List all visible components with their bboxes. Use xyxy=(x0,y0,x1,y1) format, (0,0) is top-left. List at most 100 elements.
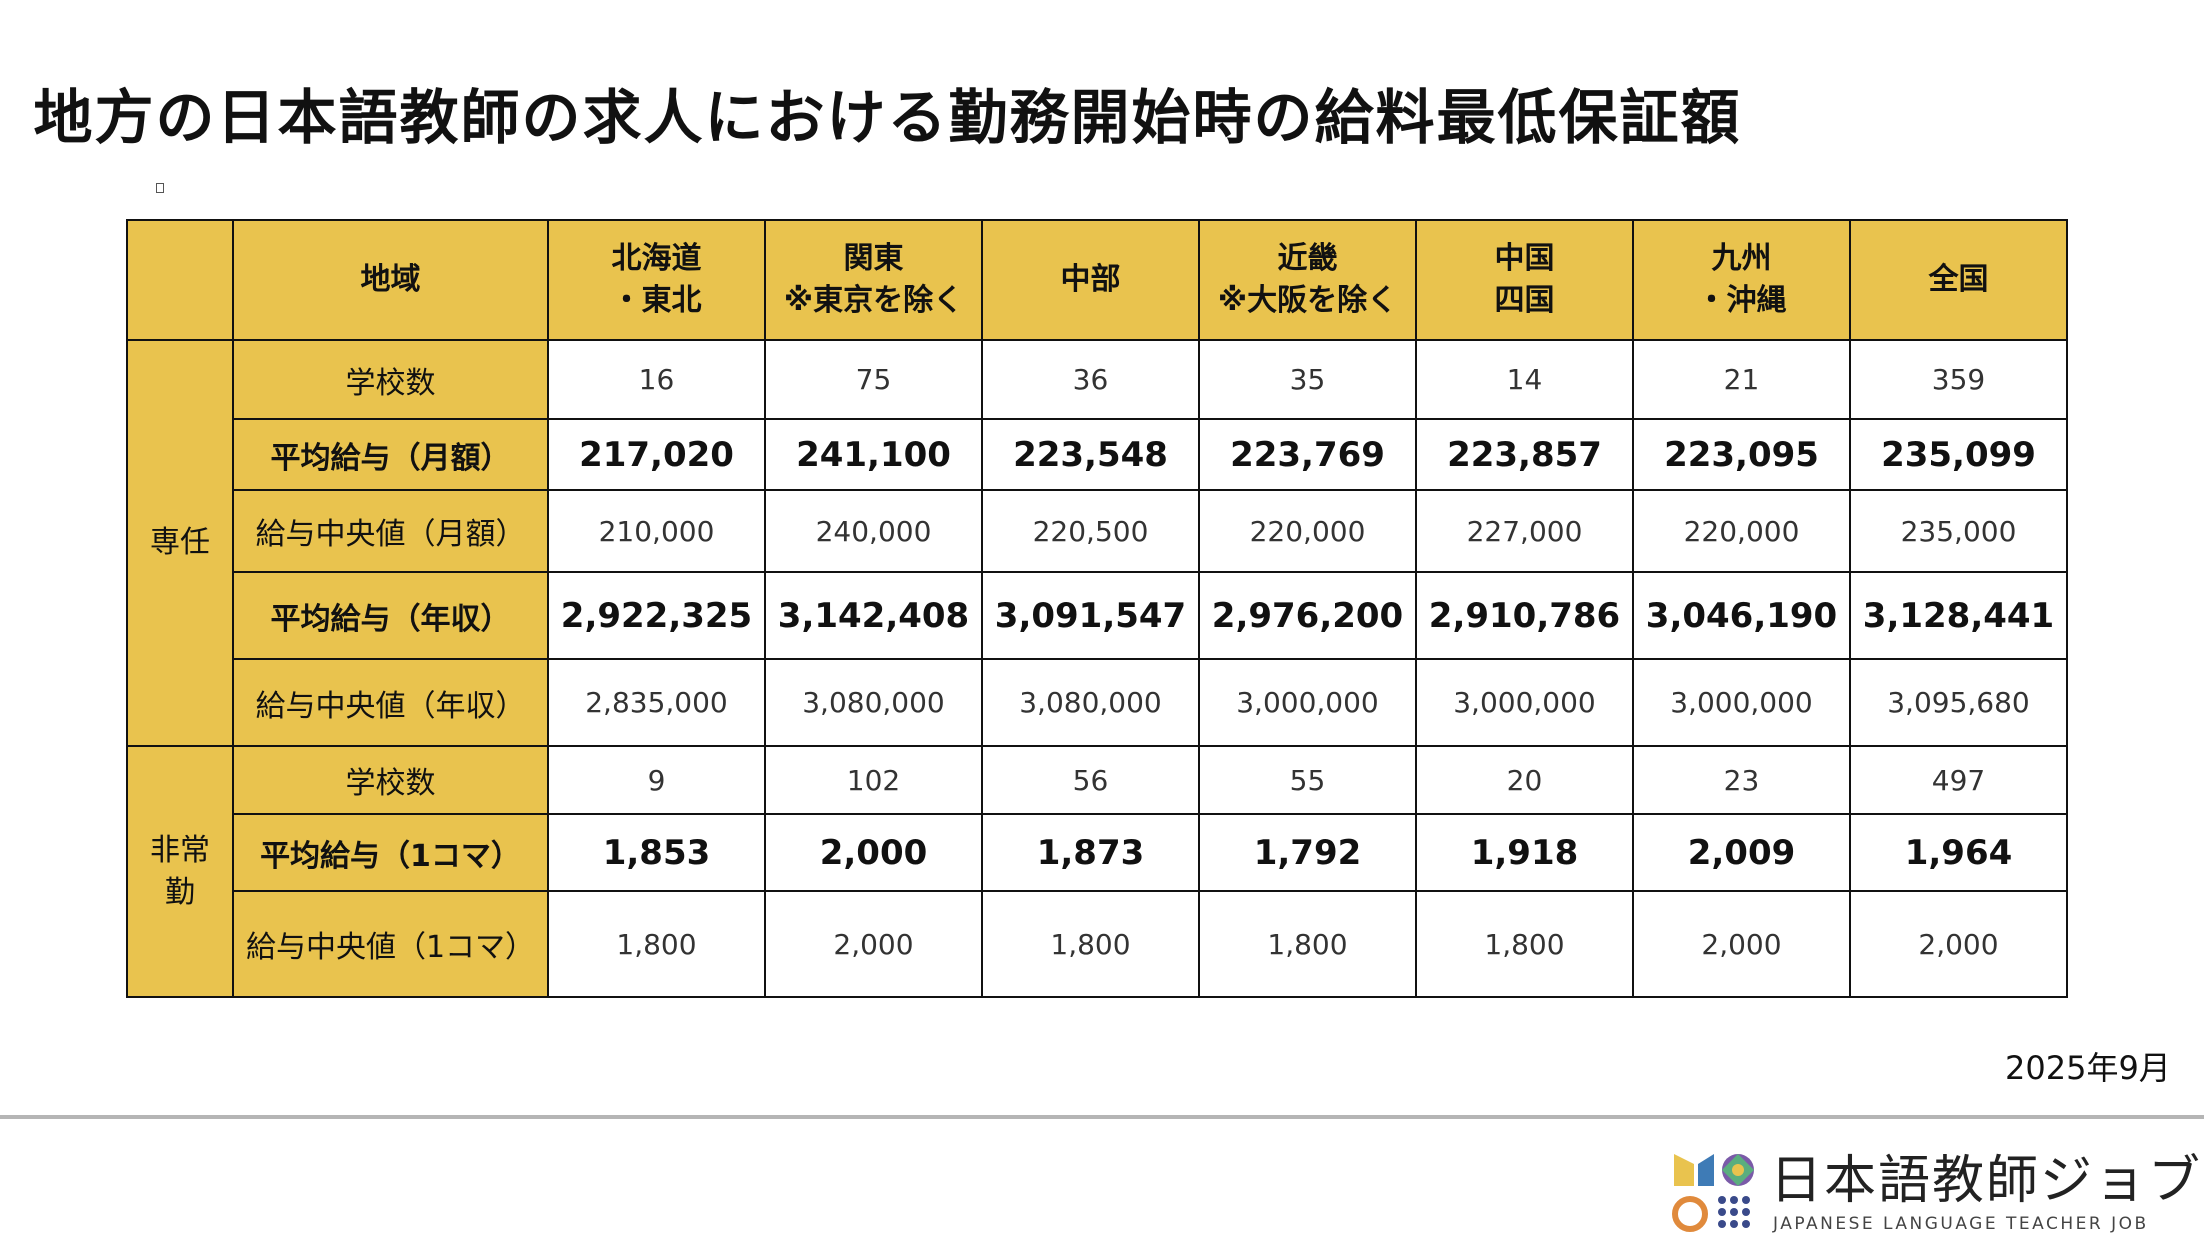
table-row: 給与中央値（1コマ） 1,800 2,000 1,800 1,800 1,800 2,000… xyxy=(127,890,2068,998)
row-label: 平均給与（年収） xyxy=(232,571,549,660)
value-cell: 36 xyxy=(981,339,1200,420)
column-header-line: 中国 xyxy=(1494,241,1555,276)
value-cell: 2,976,200 xyxy=(1198,571,1417,660)
table-row: 専任 学校数 16 75 36 35 14 21 359 xyxy=(126,339,2068,747)
value-cell: 240,000 xyxy=(764,489,983,573)
value-cell: 20 xyxy=(1415,745,1634,815)
table-row: 給与中央値（年収） 2,835,000 3,080,000 3,080,000 3,00… xyxy=(127,658,2068,747)
table-row: 平均給与（月額） 217,020 241,100 223,548 223,769 223,… xyxy=(127,418,2068,491)
value-cell: 2,000 xyxy=(764,813,983,892)
value-cell: 3,000,000 xyxy=(1415,658,1634,747)
value-cell: 235,000 xyxy=(1849,489,2068,573)
value-cell: 56 xyxy=(981,745,1200,815)
column-header: 全国 xyxy=(1849,219,2068,341)
column-header-line: 北海道 xyxy=(611,241,702,276)
value-cell: 9 xyxy=(547,745,766,815)
column-header: 九州 ・沖縄 xyxy=(1632,219,1851,341)
row-label: 平均給与（月額） xyxy=(232,418,549,491)
group-label: 非常勤 xyxy=(126,745,234,998)
column-header: 中部 xyxy=(981,219,1200,341)
date-label: 2025年9月 xyxy=(2005,1049,2171,1087)
value-cell: 1,800 xyxy=(1198,890,1417,998)
group-label-line: 専任 xyxy=(150,525,210,560)
value-cell: 3,128,441 xyxy=(1849,571,2068,660)
value-cell: 3,142,408 xyxy=(764,571,983,660)
value-cell: 2,922,325 xyxy=(547,571,766,660)
value-cell: 2,000 xyxy=(1632,890,1851,998)
group-label: 専任 xyxy=(126,339,234,747)
column-header-line: 近畿 xyxy=(1277,241,1338,276)
column-header: 中国 四国 xyxy=(1415,219,1634,341)
value-cell: 3,000,000 xyxy=(1632,658,1851,747)
group-label-line: 非常 xyxy=(150,832,210,868)
note-marker xyxy=(156,183,164,193)
column-header-line: ・沖縄 xyxy=(1696,283,1787,318)
column-header: 関東 ※東京を除く xyxy=(764,219,983,341)
corner-cell xyxy=(126,219,234,341)
value-cell: 223,548 xyxy=(981,418,1200,491)
column-header-line: 中部 xyxy=(1060,262,1121,297)
column-header-line: ・東北 xyxy=(611,283,702,318)
value-cell: 2,910,786 xyxy=(1415,571,1634,660)
row-label: 給与中央値（1コマ） xyxy=(232,890,549,998)
value-cell: 16 xyxy=(547,339,766,420)
value-cell: 75 xyxy=(764,339,983,420)
salary-table: 地域 北海道 ・東北 関東 ※東京を除く 中部 近畿 ※大阪を除く 中国 四国 九州 ・沖縄 全国 専任学… xyxy=(126,219,2068,998)
value-cell: 3,046,190 xyxy=(1632,571,1851,660)
row-label: 給与中央値（月額） xyxy=(232,489,549,573)
value-cell: 3,080,000 xyxy=(764,658,983,747)
value-cell: 227,000 xyxy=(1415,489,1634,573)
value-cell: 1,964 xyxy=(1849,813,2068,892)
value-cell: 21 xyxy=(1632,339,1851,420)
value-cell: 35 xyxy=(1198,339,1417,420)
value-cell: 1,853 xyxy=(547,813,766,892)
row-label: 学校数 xyxy=(232,745,549,815)
value-cell: 2,000 xyxy=(1849,890,2068,998)
column-header-line: 全国 xyxy=(1928,262,1989,297)
table-row: 給与中央値（月額） 210,000 240,000 220,500 220,000 227… xyxy=(127,489,2068,573)
value-cell: 2,000 xyxy=(764,890,983,998)
table-row: 非常勤学校数 9 102 56 55 20 23 497 xyxy=(126,745,2068,998)
value-cell: 1,873 xyxy=(981,813,1200,892)
value-cell: 1,800 xyxy=(981,890,1200,998)
value-cell: 2,009 xyxy=(1632,813,1851,892)
column-header-line: 四国 xyxy=(1494,283,1555,318)
value-cell: 359 xyxy=(1849,339,2068,420)
value-cell: 1,792 xyxy=(1198,813,1417,892)
column-header-line: ※大阪を除く xyxy=(1217,283,1398,318)
value-cell: 220,500 xyxy=(981,489,1200,573)
column-header: 近畿 ※大阪を除く xyxy=(1198,219,1417,341)
logo-name: 日本語教師ジョブ xyxy=(1770,1151,2203,1211)
value-cell: 220,000 xyxy=(1198,489,1417,573)
footer-divider xyxy=(0,1115,2204,1119)
value-cell: 220,000 xyxy=(1632,489,1851,573)
header-row: 地域 北海道 ・東北 関東 ※東京を除く 中部 近畿 ※大阪を除く 中国 四国 九州 ・沖縄 全国 xyxy=(126,219,2068,341)
column-header-line: ※東京を除く xyxy=(783,283,964,318)
value-cell: 210,000 xyxy=(547,489,766,573)
value-cell: 223,857 xyxy=(1415,418,1634,491)
value-cell: 3,091,547 xyxy=(981,571,1200,660)
value-cell: 235,099 xyxy=(1849,418,2068,491)
value-cell: 3,095,680 xyxy=(1849,658,2068,747)
value-cell: 55 xyxy=(1198,745,1417,815)
column-header: 北海道 ・東北 xyxy=(547,219,766,341)
value-cell: 1,918 xyxy=(1415,813,1634,892)
value-cell: 102 xyxy=(764,745,983,815)
logo-mark-icon xyxy=(1672,1154,1754,1232)
value-cell: 2,835,000 xyxy=(547,658,766,747)
column-header-line: 関東 xyxy=(843,241,904,276)
row-label: 学校数 xyxy=(232,339,549,420)
value-cell: 497 xyxy=(1849,745,2068,815)
row-label: 平均給与（1コマ） xyxy=(232,813,549,892)
page-title: 地方の日本語教師の求人における勤務開始時の給料最低保証額 xyxy=(33,83,1742,152)
value-cell: 3,080,000 xyxy=(981,658,1200,747)
table-row: 平均給与（1コマ） 1,853 2,000 1,873 1,792 1,918 2,009 1… xyxy=(127,813,2068,892)
table-row: 平均給与（年収） 2,922,325 3,142,408 3,091,547 2,976… xyxy=(127,571,2068,660)
value-cell: 1,800 xyxy=(547,890,766,998)
value-cell: 3,000,000 xyxy=(1198,658,1417,747)
value-cell: 14 xyxy=(1415,339,1634,420)
value-cell: 1,800 xyxy=(1415,890,1634,998)
value-cell: 241,100 xyxy=(764,418,983,491)
value-cell: 223,769 xyxy=(1198,418,1417,491)
group-label-line: 勤 xyxy=(165,874,195,910)
